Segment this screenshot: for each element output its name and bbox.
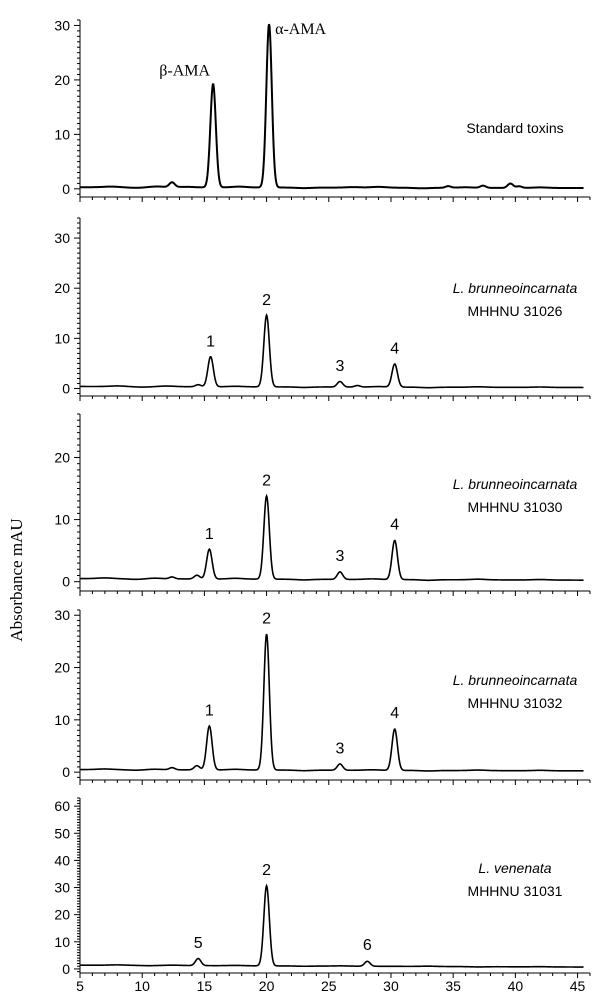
- y-tick-label: 30: [54, 880, 70, 896]
- peak-label: 2: [262, 862, 271, 879]
- peak-label: 2: [262, 472, 271, 489]
- x-tick-label: 35: [445, 978, 461, 994]
- y-tick-label: 0: [62, 574, 70, 590]
- peak-label: 3: [336, 548, 345, 565]
- y-tick-label: 30: [54, 230, 70, 246]
- sample-species-label: L. brunneoincarnata: [453, 476, 578, 492]
- y-tick-label: 10: [54, 712, 70, 728]
- y-tick-label: 20: [54, 907, 70, 923]
- x-tick-label: 15: [197, 978, 213, 994]
- y-tick-label: 20: [54, 449, 70, 465]
- y-tick-label: 30: [54, 17, 70, 33]
- x-tick-label: 40: [508, 978, 524, 994]
- y-tick-label: 0: [62, 961, 70, 977]
- y-tick-label: 60: [54, 798, 70, 814]
- x-tick-label: 10: [134, 978, 150, 994]
- peak-label: 5: [194, 935, 203, 952]
- sample-voucher-label: MHHNU 31032: [468, 695, 563, 711]
- y-tick-label: 10: [54, 330, 70, 346]
- chromatogram-trace: [80, 23, 584, 190]
- y-axis-label: Absorbance mAU: [7, 518, 26, 641]
- peak-label: 1: [205, 526, 214, 543]
- peak-label: 1: [206, 333, 215, 350]
- x-tick-label: 45: [570, 978, 586, 994]
- sample-species-label: L. brunneoincarnata: [453, 672, 578, 688]
- peak-label: 3: [336, 740, 345, 757]
- peak-label: 2: [262, 611, 271, 628]
- y-tick-label: 0: [62, 380, 70, 396]
- peak-label: α-AMA: [275, 21, 326, 38]
- sample-voucher-label: MHHNU 31026: [468, 303, 563, 319]
- x-tick-label: 5: [76, 978, 84, 994]
- y-tick-label: 20: [54, 72, 70, 88]
- peak-label: 4: [390, 705, 399, 722]
- peak-label: 6: [363, 937, 372, 954]
- peak-label: 3: [336, 358, 345, 375]
- y-tick-label: 0: [62, 181, 70, 197]
- panel-3: 0 10 20 1 2 3 4 L. brunneoincarnata MHHNU 31030: [54, 413, 591, 596]
- y-tick-label: 50: [54, 825, 70, 841]
- panel-4: 0 10 20 30 1 2 3 4 L. brunneoincarnata MHHNU 3103…: [54, 607, 591, 785]
- chromatogram-trace: [80, 493, 584, 582]
- sample-species-label: L. brunneoincarnata: [453, 280, 578, 296]
- y-tick-label: 10: [54, 934, 70, 950]
- x-tick-label: 20: [259, 978, 275, 994]
- sample-name-label: Standard toxins: [466, 120, 563, 136]
- y-tick-label: 20: [54, 660, 70, 676]
- panel-5: 0 10 20 30 40 50 60 5 2 6 L. venenata MHHNU 31031 5 1…: [54, 797, 591, 994]
- y-tick-label: 30: [54, 607, 70, 623]
- y-tick-label: 10: [54, 126, 70, 142]
- panel-2: 0 10 20 30 1 2 3 4 L. brunneoincarnata MHHNU 3102…: [54, 217, 591, 401]
- panel-1: 0 10 20 30 β-AMA α-AMA Standard toxins: [54, 17, 591, 202]
- chromatogram-trace: [80, 633, 584, 772]
- y-tick-label: 0: [62, 764, 70, 780]
- y-tick-label: 40: [54, 852, 70, 868]
- x-tick-label: 25: [321, 978, 337, 994]
- peak-label: β-AMA: [159, 63, 210, 80]
- sample-voucher-label: MHHNU 31030: [468, 499, 563, 515]
- sample-voucher-label: MHHNU 31031: [468, 883, 563, 899]
- chromatogram-trace: [80, 313, 584, 389]
- sample-species-label: L. venenata: [478, 860, 551, 876]
- y-tick-label: 20: [54, 280, 70, 296]
- chromatogram-trace: [80, 883, 584, 968]
- peak-label: 1: [205, 703, 214, 720]
- y-tick-label: 10: [54, 512, 70, 528]
- peak-label: 2: [262, 292, 271, 309]
- x-tick-label: 30: [383, 978, 399, 994]
- peak-label: 4: [390, 340, 399, 357]
- peak-label: 4: [390, 516, 399, 533]
